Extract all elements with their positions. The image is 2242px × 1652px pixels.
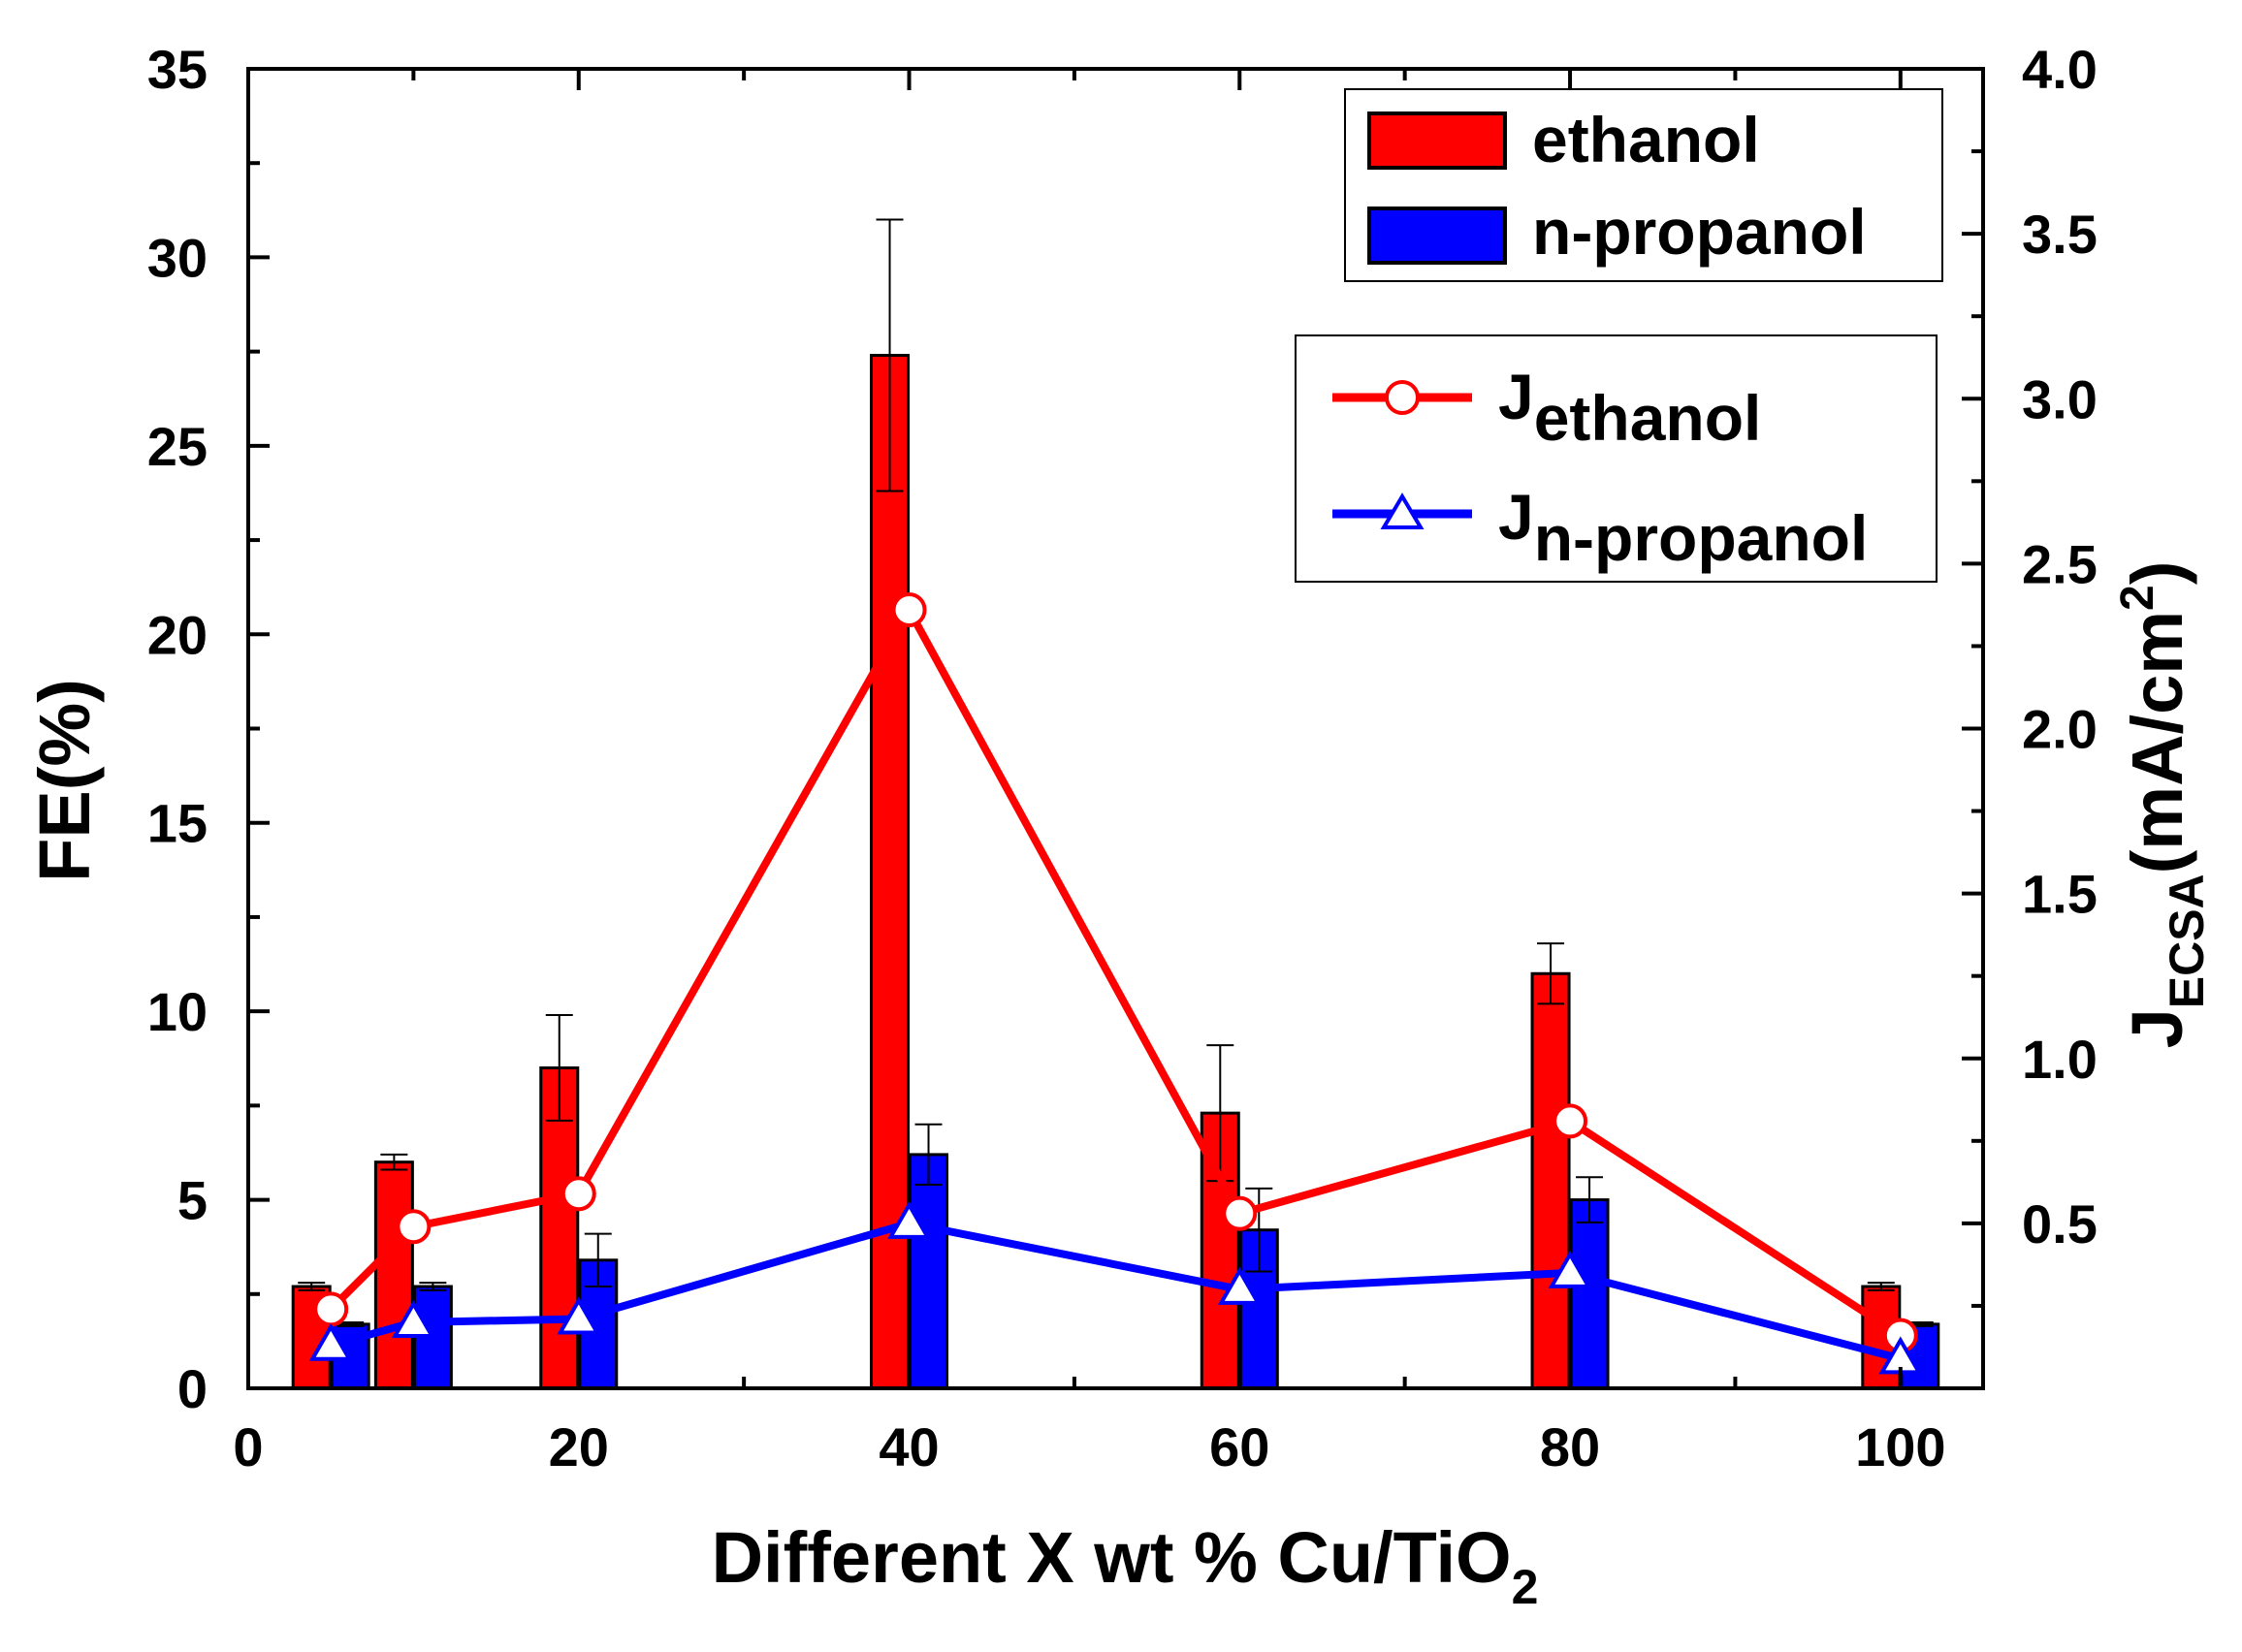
bar-n-propanol-80 (1569, 1198, 1610, 1390)
y-right-tick-label-3.0: 3.0 (2022, 368, 2098, 429)
point-j-n-propanol-10 (391, 1299, 435, 1338)
point-j-n-propanol-60 (1217, 1266, 1262, 1305)
legend-label-j-ethanol: Jethanol (1498, 361, 1761, 454)
point-j-n-propanol-40 (887, 1200, 931, 1239)
y-left-tick-label-25: 25 (147, 416, 208, 477)
legend-label-n-propanol: n-propanol (1532, 196, 1867, 268)
y-left-tick-label-30: 30 (147, 227, 208, 288)
x-tick-label-80: 80 (1540, 1416, 1600, 1477)
point-j-n-propanol-80 (1548, 1250, 1592, 1288)
point-j-ethanol-80 (1553, 1103, 1588, 1139)
y-right-tick-label-2.5: 2.5 (2022, 533, 2098, 594)
legend-lines-frame (1295, 334, 1938, 583)
x-tick-label-20: 20 (549, 1416, 609, 1477)
point-j-ethanol-40 (891, 592, 927, 628)
y-right-tick-label-4.0: 4.0 (2022, 39, 2098, 100)
point-j-n-propanol-20 (557, 1296, 601, 1335)
y-left-tick-label-15: 15 (147, 793, 208, 854)
y-left-tick-label-20: 20 (147, 604, 208, 665)
y-left-tick-label-5: 5 (177, 1170, 208, 1231)
legend-lines: Jethanol Jn-propanol (1295, 334, 1938, 583)
legend-label-j-n-propanol: Jn-propanol (1498, 481, 1868, 574)
point-j-n-propanol-5 (308, 1322, 353, 1361)
y-axis-left-title: FE(%) (24, 679, 105, 882)
x-tick-label-100: 100 (1855, 1416, 1945, 1477)
bar-n-propanol-40 (909, 1153, 949, 1390)
legend-label-ethanol: ethanol (1532, 104, 1760, 175)
y-right-tick-label-2.0: 2.0 (2022, 699, 2098, 760)
x-tick-label-60: 60 (1209, 1416, 1269, 1477)
bar-ethanol-10 (373, 1160, 414, 1390)
legend-marker-j-n-propanol (1380, 492, 1425, 529)
legend-bars: ethanol n-propanol (1344, 88, 1943, 282)
y-left-tick-label-10: 10 (147, 981, 208, 1042)
legend-marker-j-ethanol (1385, 380, 1420, 415)
legend-swatch-n-propanol (1367, 206, 1507, 265)
point-j-ethanol-10 (396, 1209, 432, 1245)
point-j-ethanol-20 (560, 1176, 596, 1212)
y-axis-right-title: JECSA(mA/cm2) (2112, 561, 2214, 1049)
axes-layer: 0 20 40 60 80 100 0 5 10 15 20 25 30 35 0.5 1.0 1.5 2.0 2.… (147, 39, 2098, 1477)
lines-layer (308, 592, 1923, 1375)
x-tick-label-0: 0 (233, 1416, 263, 1477)
point-j-ethanol-60 (1222, 1195, 1258, 1231)
point-j-ethanol-5 (313, 1291, 349, 1327)
y-right-tick-label-0.5: 0.5 (2022, 1193, 2098, 1255)
y-left-tick-label-0: 0 (177, 1358, 208, 1419)
bar-ethanol-80 (1530, 971, 1571, 1390)
y-right-tick-label-1.5: 1.5 (2022, 864, 2098, 925)
x-tick-label-40: 40 (879, 1416, 939, 1477)
y-right-tick-label-3.5: 3.5 (2022, 204, 2098, 265)
legend-swatch-ethanol (1367, 111, 1507, 170)
x-axis-title: Different X wt % Cu/TiO2 (712, 1517, 1539, 1614)
y-right-tick-label-1.0: 1.0 (2022, 1029, 2098, 1090)
y-left-tick-label-35: 35 (147, 39, 208, 100)
